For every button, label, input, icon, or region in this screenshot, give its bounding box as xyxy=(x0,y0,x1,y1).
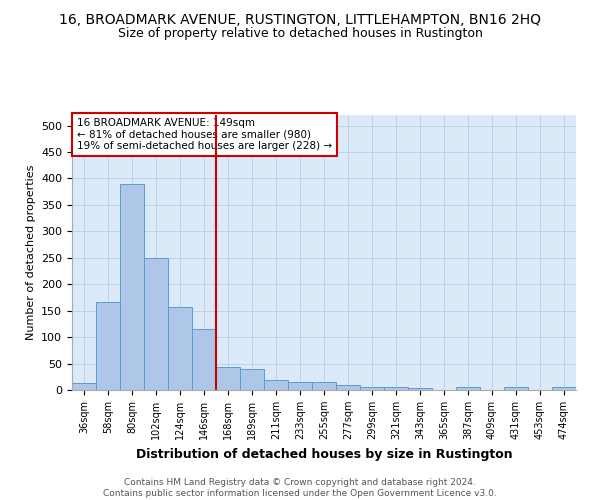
Text: 16 BROADMARK AVENUE: 149sqm
← 81% of detached houses are smaller (980)
19% of se: 16 BROADMARK AVENUE: 149sqm ← 81% of det… xyxy=(77,118,332,151)
Bar xyxy=(408,388,432,390)
Bar xyxy=(72,383,96,390)
Bar xyxy=(192,329,216,390)
Bar xyxy=(264,380,288,390)
Text: 16, BROADMARK AVENUE, RUSTINGTON, LITTLEHAMPTON, BN16 2HQ: 16, BROADMARK AVENUE, RUSTINGTON, LITTLE… xyxy=(59,12,541,26)
Bar xyxy=(240,369,264,390)
Y-axis label: Number of detached properties: Number of detached properties xyxy=(26,165,35,340)
Bar xyxy=(120,184,144,390)
Bar xyxy=(552,388,576,390)
Bar xyxy=(288,382,312,390)
Bar xyxy=(96,302,120,390)
Bar xyxy=(336,385,360,390)
Bar xyxy=(168,307,192,390)
Bar xyxy=(456,387,480,390)
Bar xyxy=(144,258,168,390)
Text: Contains HM Land Registry data © Crown copyright and database right 2024.
Contai: Contains HM Land Registry data © Crown c… xyxy=(103,478,497,498)
Text: Size of property relative to detached houses in Rustington: Size of property relative to detached ho… xyxy=(118,28,482,40)
Bar xyxy=(216,366,240,390)
Bar xyxy=(504,388,528,390)
X-axis label: Distribution of detached houses by size in Rustington: Distribution of detached houses by size … xyxy=(136,448,512,460)
Bar xyxy=(312,382,336,390)
Bar xyxy=(384,388,408,390)
Bar xyxy=(360,387,384,390)
